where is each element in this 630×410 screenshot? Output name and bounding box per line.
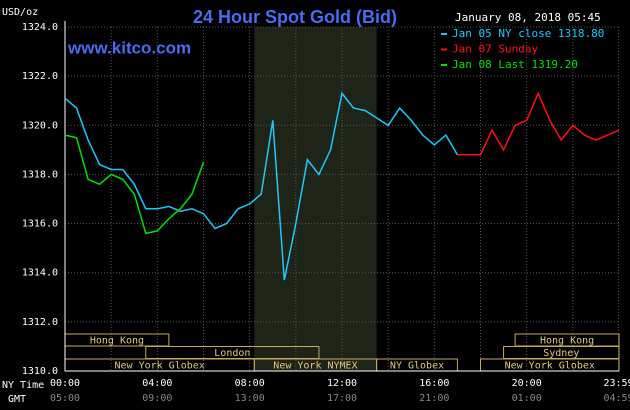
session-label: New York NYMEX [273, 361, 357, 372]
x-tick-label: 12:00 [327, 378, 357, 389]
x-tick-label: 23:59 [603, 378, 630, 389]
x-tick-label-gmt: 05:00 [50, 393, 80, 404]
session-label: Sydney [543, 348, 579, 359]
session-label: New York Globex [505, 361, 595, 372]
y-axis-label: USD/oz [2, 7, 38, 18]
legend-entry: Jan 07 Sunday [452, 43, 538, 56]
y-tick-label: 1312.0 [22, 317, 58, 328]
session-label: London [214, 348, 250, 359]
x-tick-label-gmt: 21:00 [419, 393, 449, 404]
session-label: New York Globex [114, 361, 204, 372]
x-tick-label-gmt: 01:00 [512, 393, 542, 404]
y-tick-label: 1310.0 [22, 366, 58, 377]
y-tick-label: 1314.0 [22, 268, 58, 279]
y-tick-label: 1322.0 [22, 71, 58, 82]
shaded-span [254, 27, 377, 371]
x-tick-label: 00:00 [50, 378, 80, 389]
y-tick-label: 1316.0 [22, 219, 58, 230]
x-tick-label: 08:00 [235, 378, 265, 389]
x-row-label: NY Time [2, 380, 44, 391]
x-tick-label: 16:00 [419, 378, 449, 389]
x-tick-label-gmt: 13:00 [235, 393, 265, 404]
website: www.kitco.com [67, 38, 191, 57]
session-label: NY Globex [390, 361, 444, 372]
x-tick-label-gmt: 09:00 [142, 393, 172, 404]
price-line [64, 91, 459, 281]
y-tick-label: 1320.0 [22, 120, 58, 131]
x-tick-label-gmt: 17:00 [327, 393, 357, 404]
session-label: Hong Kong [90, 336, 144, 347]
legend-entry: Jan 05 NY close 1318.80 [452, 27, 604, 40]
x-tick-label-gmt: 04:59 [603, 393, 630, 404]
chart-title: 24 Hour Spot Gold (Bid) [193, 7, 397, 27]
x-tick-label: 20:00 [512, 378, 542, 389]
legend-entry: Jan 08 Last 1319.20 [452, 58, 578, 71]
timestamp: January 08, 2018 05:45 [455, 11, 601, 24]
y-tick-label: 1324.0 [22, 22, 58, 33]
x-row-label: GMT [8, 394, 26, 405]
price-line [64, 134, 205, 235]
x-tick-label: 04:00 [142, 378, 172, 389]
price-line [457, 91, 620, 156]
session-label: Hong Kong [540, 336, 594, 347]
y-tick-label: 1318.0 [22, 169, 58, 180]
